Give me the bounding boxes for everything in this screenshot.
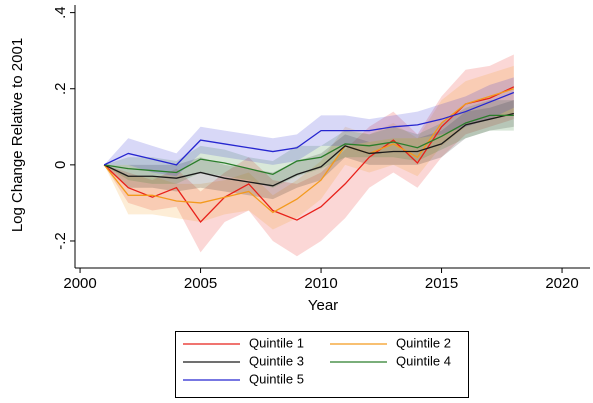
- x-tick-label: 2015: [425, 275, 458, 292]
- y-tick-label: .2: [52, 82, 69, 95]
- legend-label: Quintile 5: [249, 371, 304, 386]
- y-tick-label: 0: [52, 161, 69, 169]
- confidence-band: [104, 77, 514, 177]
- line: [103, 88, 515, 214]
- legend-label: Quintile 4: [396, 353, 451, 368]
- legend-label: Quintile 3: [249, 353, 304, 368]
- y-axis-label: Log Change Relative to 2001: [9, 38, 26, 232]
- confidence-band: [104, 65, 514, 230]
- confidence-band: [104, 54, 514, 257]
- x-tick-label: 2010: [304, 275, 337, 292]
- y-tick-label: .4: [52, 6, 69, 19]
- x-tick-label: 2005: [184, 275, 217, 292]
- y-tick-label: -.2: [52, 232, 69, 250]
- line: [103, 91, 515, 166]
- line: [104, 114, 514, 176]
- x-axis-label: Year: [308, 297, 338, 314]
- legend-label: Quintile 1: [249, 335, 304, 350]
- legend-box: [175, 331, 469, 398]
- confidence-band: [104, 100, 514, 188]
- x-tick-label: 2020: [545, 275, 578, 292]
- legend-label: Quintile 2: [396, 335, 451, 350]
- x-tick-label: 2000: [63, 275, 96, 292]
- line: [103, 112, 514, 187]
- line: [103, 86, 515, 223]
